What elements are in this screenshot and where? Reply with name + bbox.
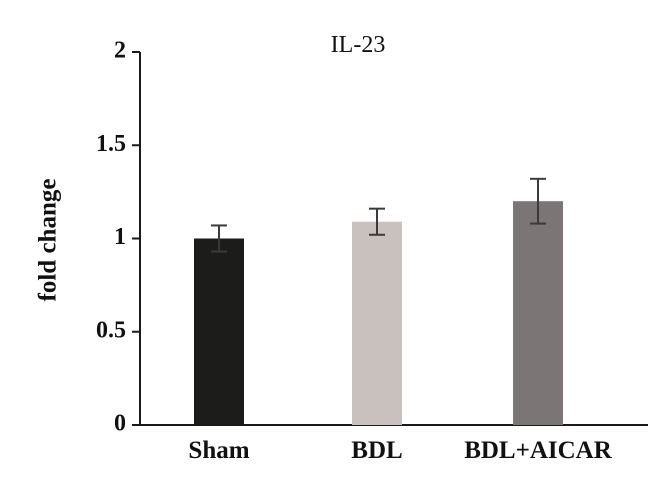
error-bars (211, 177, 546, 253)
y-axis-label: fold change (35, 179, 62, 302)
error-bar (369, 207, 385, 236)
y-ticks: 0 0.5 1 1.5 2 (96, 38, 140, 437)
error-bar (211, 224, 227, 253)
x-tick-label: BDL+AICAR (464, 437, 613, 464)
y-tick-label: 0 (114, 411, 126, 437)
chart-title: IL-23 (331, 32, 386, 58)
bar-bdl-aicar (513, 201, 563, 425)
bar-bdl (352, 221, 402, 425)
x-tick-label: Sham (188, 437, 249, 464)
bars (194, 201, 563, 425)
x-tick-labels: Sham BDL BDL+AICAR (188, 437, 612, 464)
y-tick-label: 2 (114, 38, 126, 64)
error-bar (530, 177, 546, 225)
y-tick-label: 1 (114, 224, 126, 250)
bar-sham (194, 238, 244, 425)
y-tick-label: 1.5 (96, 131, 126, 157)
y-tick-label: 0.5 (96, 317, 126, 343)
x-tick-label: BDL (351, 437, 402, 464)
